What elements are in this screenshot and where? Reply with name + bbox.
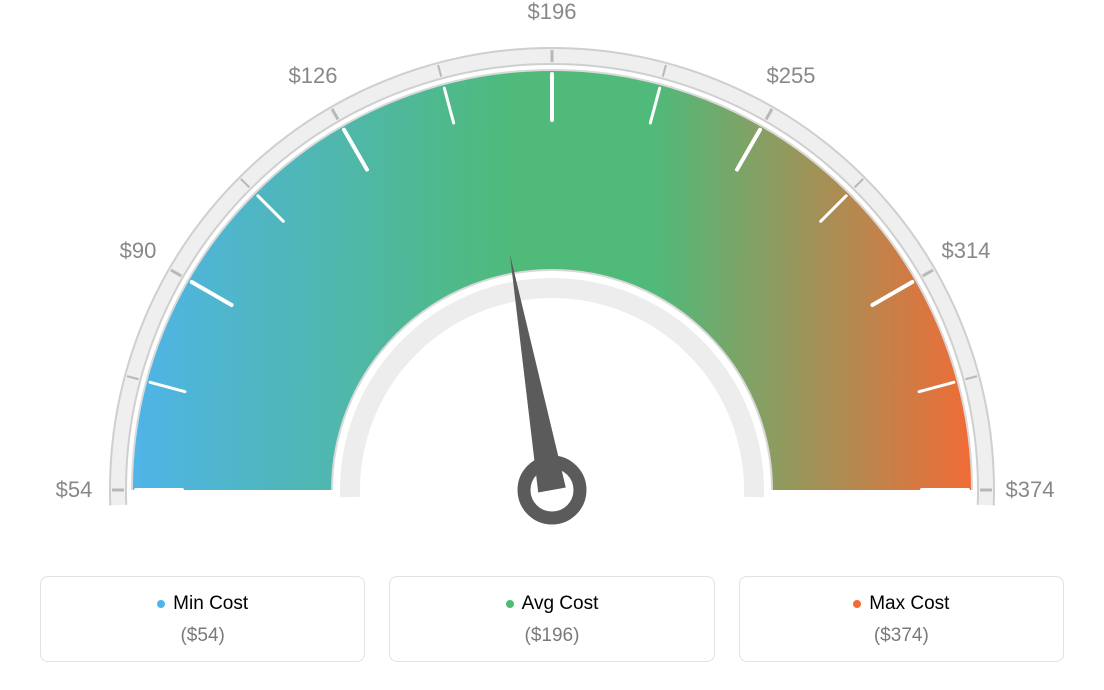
legend-card-min: Min Cost ($54) [40,576,365,662]
legend-label: Avg Cost [522,593,599,615]
legend-value: ($54) [51,625,354,647]
tick-label: $126 [289,63,338,89]
gauge-svg [0,0,1104,560]
tick-label: $314 [941,238,990,264]
dot-icon [506,600,514,608]
tick-label: $54 [56,477,93,503]
tick-label: $196 [528,0,577,25]
legend-label: Min Cost [173,593,248,615]
tick-label: $255 [767,63,816,89]
legend-value: ($374) [750,625,1053,647]
dot-icon [157,600,165,608]
tick-label: $374 [1006,477,1055,503]
legend-label: Max Cost [869,593,949,615]
legend-row: Min Cost ($54) Avg Cost ($196) Max Cost … [40,576,1064,662]
tick-label: $90 [120,238,157,264]
legend-card-avg: Avg Cost ($196) [389,576,714,662]
dot-icon [853,600,861,608]
legend-value: ($196) [400,625,703,647]
legend-card-max: Max Cost ($374) [739,576,1064,662]
cost-gauge: $54 $90 $126 $196 $255 $314 $374 [0,0,1104,560]
